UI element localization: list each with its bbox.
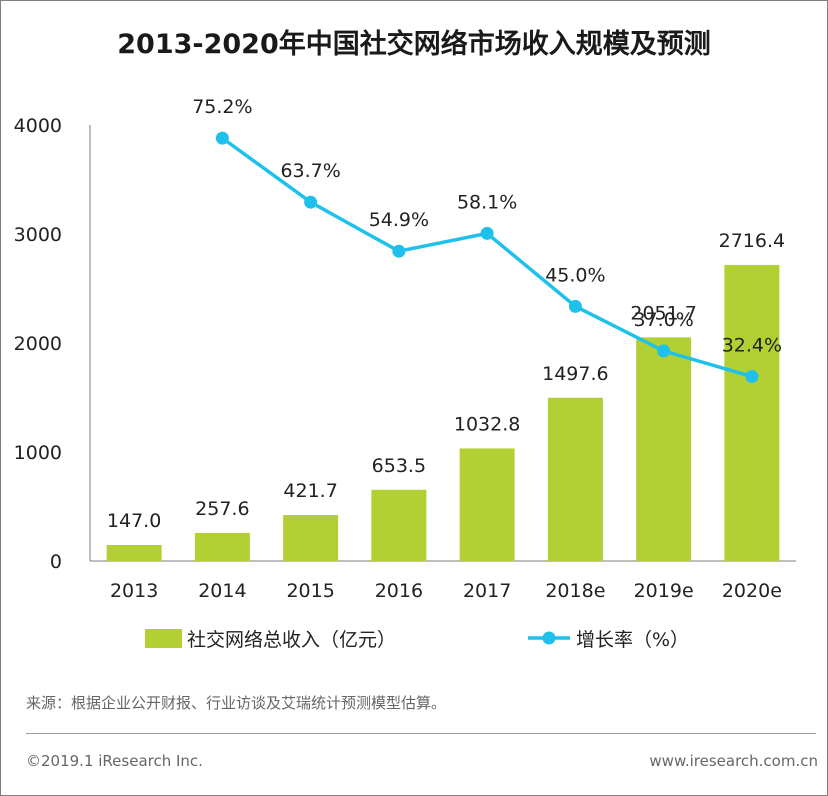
legend-line-marker <box>542 631 556 645</box>
x-tick-label: 2019e <box>634 580 694 602</box>
y-tick-label: 0 <box>50 551 62 573</box>
bar-data-label: 1032.8 <box>454 413 520 435</box>
legend-bar-swatch <box>145 629 182 648</box>
growth-rate-point <box>745 370 759 384</box>
y-tick-label: 1000 <box>14 442 62 464</box>
bar-data-label: 257.6 <box>195 498 249 520</box>
bar-data-label: 1497.6 <box>542 363 608 385</box>
bar-data-labels: 147.0 257.6 421.7 653.5 1032.8 1497.6 2051.7 27… <box>107 230 785 532</box>
y-tick-label: 2000 <box>14 333 62 355</box>
bar-data-label: 2051.7 <box>630 302 696 324</box>
x-tick-label: 2016 <box>375 580 423 602</box>
growth-rate-point <box>392 244 406 258</box>
bar <box>283 515 339 561</box>
x-tick-label: 2014 <box>198 580 246 602</box>
source-note: 来源：根据企业公开财报、行业访谈及艾瑞统计预测模型估算。 <box>26 694 447 712</box>
x-axis: 2013 2014 2015 2016 2017 2018e 2019e 2020e <box>90 560 796 602</box>
growth-rate-label: 75.2% <box>192 96 252 118</box>
bar-data-label: 421.7 <box>283 480 337 502</box>
growth-rate-label: 63.7% <box>280 160 340 182</box>
legend-line-label: 增长率（%） <box>576 629 689 651</box>
growth-rate-label: 54.9% <box>369 209 429 231</box>
growth-rate-point <box>568 299 582 313</box>
growth-rate-point <box>480 226 494 240</box>
x-tick-label: 2013 <box>110 580 158 602</box>
y-tick-label: 3000 <box>14 224 62 246</box>
growth-rate-point <box>657 344 671 358</box>
bar-series <box>106 264 780 561</box>
bar <box>106 544 162 561</box>
x-tick-label: 2018e <box>545 580 605 602</box>
bar <box>547 397 603 561</box>
growth-rate-point <box>215 131 229 145</box>
copyright-text: ©2019.1 iResearch Inc. <box>26 752 203 770</box>
legend: 社交网络总收入（亿元） 增长率（%） <box>145 629 689 651</box>
growth-rate-label: 37.0% <box>633 309 693 331</box>
chart-title: 2013-2020年中国社交网络市场收入规模及预测 <box>117 29 711 60</box>
bar <box>371 489 427 561</box>
website-url: www.iresearch.com.cn <box>649 752 818 770</box>
bar <box>459 448 515 561</box>
bar <box>636 337 692 561</box>
y-axis: 0 1000 2000 3000 4000 <box>14 115 91 573</box>
bar-data-label: 653.5 <box>372 455 426 477</box>
growth-rate-series <box>215 131 759 384</box>
growth-rate-point <box>304 195 318 209</box>
growth-rate-labels: 75.2% 63.7% 54.9% 58.1% 45.0% 37.0% 32.4% <box>192 96 782 356</box>
x-tick-label: 2015 <box>286 580 334 602</box>
footer-divider <box>26 733 816 734</box>
bar-data-label: 2716.4 <box>719 230 785 252</box>
x-tick-label: 2020e <box>722 580 782 602</box>
growth-rate-label: 58.1% <box>457 191 517 213</box>
legend-bar-label: 社交网络总收入（亿元） <box>187 629 396 651</box>
growth-rate-label: 45.0% <box>545 264 605 286</box>
bar-data-label: 147.0 <box>107 510 161 532</box>
growth-rate-label: 32.4% <box>722 335 782 357</box>
y-tick-label: 4000 <box>14 115 62 137</box>
x-tick-label: 2017 <box>463 580 511 602</box>
bar <box>724 264 780 561</box>
bar <box>194 532 250 561</box>
